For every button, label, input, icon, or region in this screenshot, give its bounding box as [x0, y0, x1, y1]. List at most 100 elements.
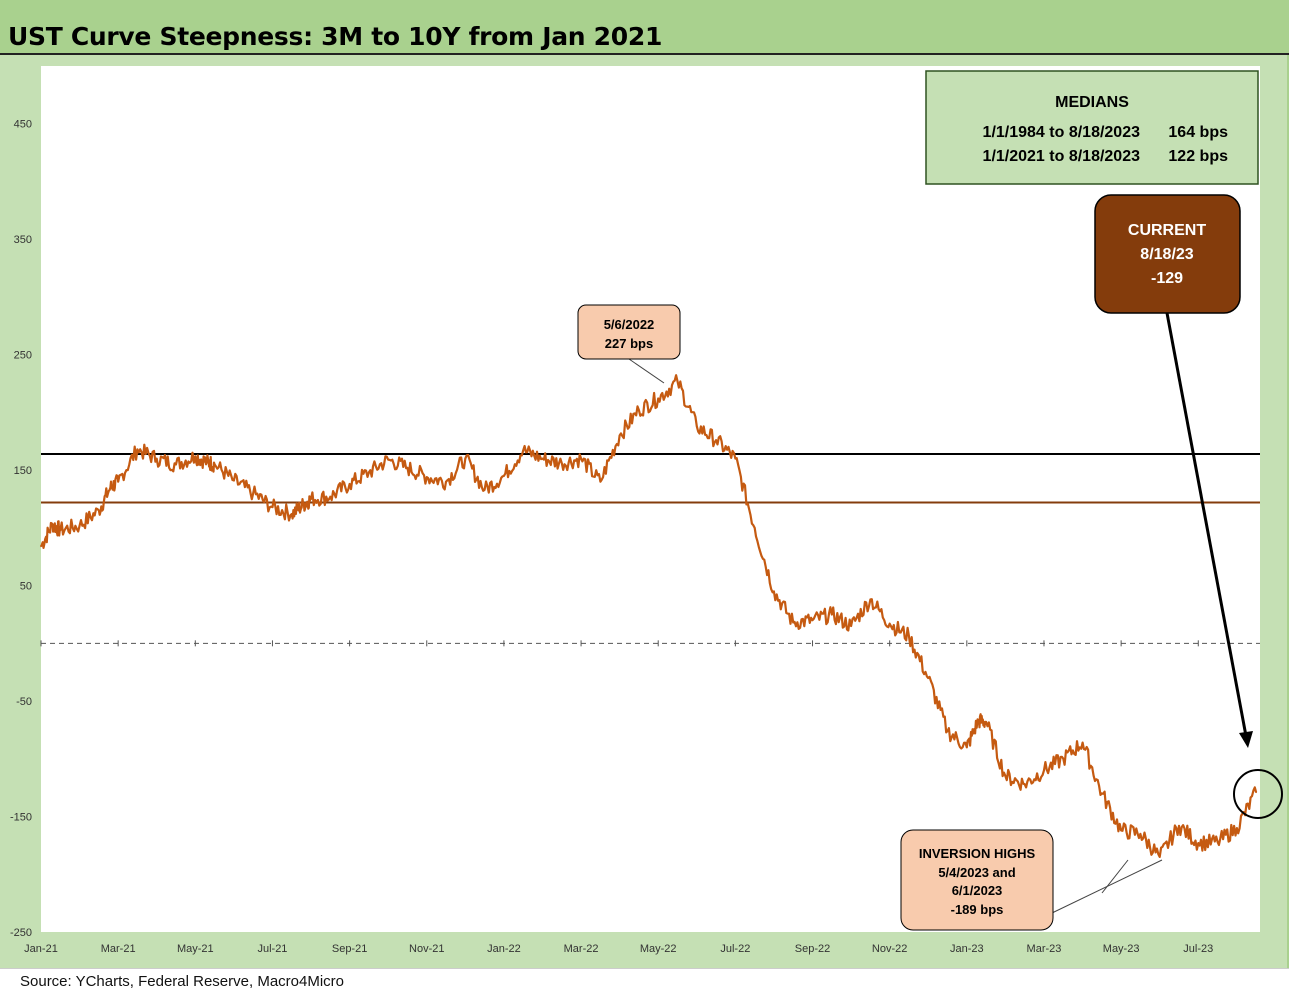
x-tick-label: Sep-22	[795, 943, 830, 955]
series-point	[657, 397, 660, 400]
current-callout: CURRENT 8/18/23 -129	[1094, 194, 1283, 819]
series-point	[194, 455, 197, 458]
series-point	[522, 449, 524, 452]
x-tick-label: Nov-22	[872, 943, 907, 955]
x-tick-label: Jan-23	[950, 943, 984, 955]
series-point	[290, 513, 293, 515]
series-point	[850, 625, 852, 627]
medians-heading: MEDIANS	[1055, 94, 1129, 111]
series-point	[503, 475, 505, 477]
current-date: 8/18/23	[1140, 246, 1193, 263]
series-point	[59, 529, 62, 531]
series-point	[715, 439, 717, 441]
series-point	[946, 730, 949, 732]
series-point	[1062, 758, 1065, 760]
series-point	[1043, 769, 1045, 772]
medians-box: MEDIANS 1/1/1984 to 8/18/2023 164 bps 1/…	[925, 70, 1259, 185]
source-note: Source: YCharts, Federal Reserve, Macro4…	[20, 973, 345, 990]
series-point	[1139, 833, 1142, 835]
series-point	[773, 590, 775, 593]
inversion-leader-1	[1101, 859, 1129, 894]
series-point	[1236, 827, 1238, 829]
series-point	[927, 677, 930, 679]
series-point	[695, 425, 698, 428]
current-arrow-shaft	[1165, 312, 1248, 737]
x-axis-ticks: Jan-21 Mar-21 May-21 Jul-21 Sep-21 Nov-21 Jan-…	[24, 640, 1213, 955]
series-point	[1120, 829, 1122, 832]
series-point	[348, 483, 351, 485]
series-point	[206, 461, 208, 463]
footer-bar	[0, 968, 1289, 1001]
series-point	[1101, 792, 1103, 795]
x-tick-label: Jul-21	[257, 943, 287, 955]
medians-period-2: 1/1/2021 to 8/18/2023	[983, 148, 1141, 165]
series-point	[831, 613, 833, 616]
series-point	[1178, 824, 1180, 827]
x-tick-label: Jul-22	[720, 943, 750, 955]
series-point	[252, 492, 254, 495]
title-divider	[0, 53, 1289, 55]
series-point	[599, 480, 602, 483]
series-point	[977, 719, 980, 722]
series-point	[117, 480, 119, 483]
peak-value: 227 bps	[605, 336, 653, 351]
series-point	[638, 409, 640, 411]
reference-lines	[41, 452, 1260, 644]
inversion-date-2: 6/1/2023	[952, 883, 1003, 898]
current-label: CURRENT	[1128, 222, 1206, 239]
x-tick-label: Jan-21	[24, 943, 58, 955]
series-point	[966, 746, 968, 749]
x-tick-label: May-23	[1103, 943, 1140, 955]
inversion-box	[900, 829, 1054, 931]
y-axis-ticks: 450 350 250 150 50 -50 -150 -250	[10, 119, 32, 939]
inversion-callout: INVERSION HIGHS 5/4/2023 and 6/1/2023 -1…	[900, 829, 1163, 931]
series-point	[888, 622, 891, 625]
x-tick-label: Mar-23	[1027, 943, 1062, 955]
peak-box	[577, 304, 681, 360]
series-point	[406, 467, 409, 469]
series-point	[302, 503, 305, 506]
series-point	[618, 434, 621, 437]
series-point	[541, 457, 544, 460]
y-tick-label: -250	[10, 927, 32, 939]
series-point	[1158, 856, 1161, 858]
medians-value-1: 164 bps	[1168, 124, 1228, 141]
y-tick-label: 350	[14, 234, 32, 246]
series-point	[1023, 783, 1026, 786]
series-point	[109, 486, 112, 489]
series-point	[40, 545, 42, 548]
chart-svg: 450 350 250 150 50 -50 -150 -250 Jan-21 Mar-21 Ma…	[10, 66, 1283, 955]
x-tick-label: Jul-23	[1183, 943, 1213, 955]
medians-value-2: 122 bps	[1168, 148, 1228, 165]
peak-date: 5/6/2022	[604, 317, 655, 332]
series-point	[155, 457, 158, 460]
x-tick-label: Nov-21	[409, 943, 444, 955]
medians-period-1: 1/1/1984 to 8/18/2023	[983, 124, 1141, 141]
y-tick-label: -50	[16, 696, 32, 708]
inversion-value: -189 bps	[951, 902, 1004, 917]
series-point	[1004, 775, 1007, 777]
series-point	[329, 495, 332, 498]
series-point	[51, 523, 54, 526]
chart-title: UST Curve Steepness: 3M to 10Y from Jan …	[8, 22, 663, 51]
y-tick-label: 50	[20, 581, 32, 593]
series-point	[869, 598, 872, 601]
series-point	[753, 527, 756, 529]
series-point	[78, 524, 81, 527]
series-point	[98, 509, 100, 512]
series-point	[310, 498, 312, 500]
series-point	[136, 448, 139, 451]
peak-callout: 5/6/2022 227 bps	[577, 304, 681, 384]
x-tick-label: Sep-21	[332, 943, 367, 955]
inversion-leader-2	[1051, 859, 1163, 914]
series-point	[811, 619, 814, 622]
series-point	[908, 635, 910, 638]
series-point	[580, 457, 582, 460]
current-value: -129	[1151, 270, 1183, 287]
series-point	[1197, 842, 1200, 844]
series-point	[792, 621, 795, 624]
series-point	[445, 480, 447, 483]
x-tick-label: May-22	[640, 943, 677, 955]
series-point	[368, 471, 370, 474]
series-points	[40, 380, 1257, 858]
